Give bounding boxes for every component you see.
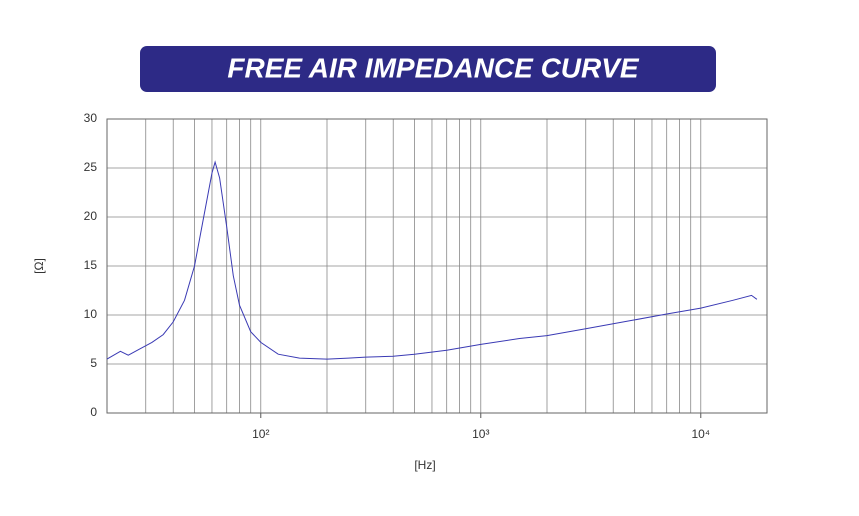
chart-title: FREE AIR IMPEDANCE CURVE: [227, 52, 640, 83]
y-tick-label: 10: [84, 307, 98, 321]
x-tick-label: 10²: [252, 427, 269, 441]
y-tick-label: 25: [84, 160, 98, 174]
y-axis-label: [Ω]: [32, 258, 46, 274]
y-tick-label: 30: [84, 111, 98, 125]
y-tick-label: 20: [84, 209, 98, 223]
x-tick-label: 10³: [472, 427, 489, 441]
title-banner: [140, 46, 716, 92]
x-tick-label: 10⁴: [692, 427, 711, 441]
y-tick-label: 0: [90, 405, 97, 419]
y-tick-label: 5: [90, 356, 97, 370]
plot-frame: [106, 118, 768, 414]
impedance-line: [106, 160, 758, 360]
y-tick-label: 15: [84, 258, 98, 272]
x-axis-label: [Hz]: [414, 458, 435, 472]
